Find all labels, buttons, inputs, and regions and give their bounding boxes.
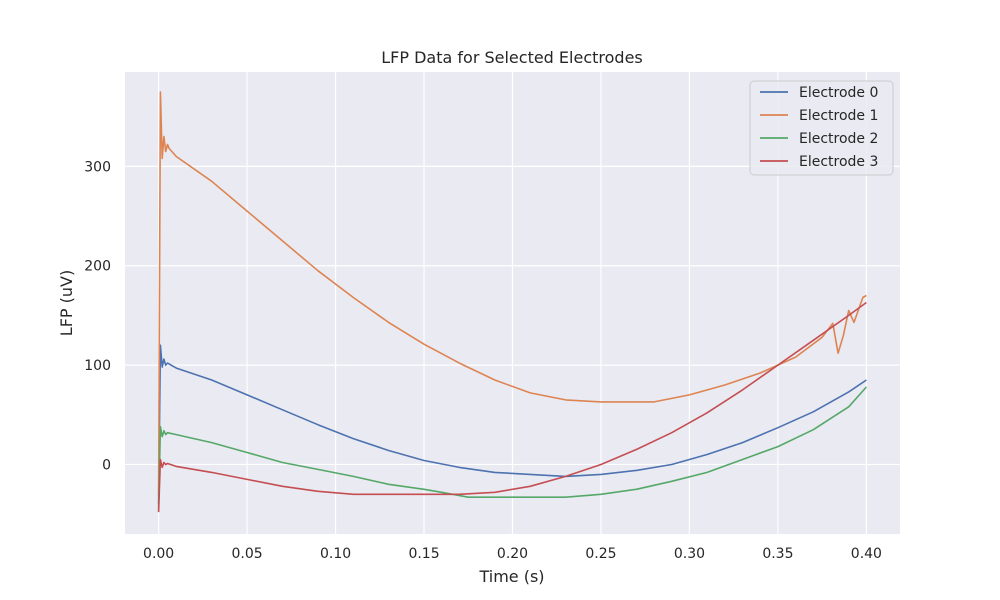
- x-axis-label: Time (s): [478, 567, 544, 586]
- series-line-electrode-1: [157, 91, 867, 495]
- series-line-electrode-2: [157, 386, 867, 510]
- x-tick-label: 0.05: [232, 546, 263, 562]
- series-line-electrode-0: [157, 344, 867, 505]
- x-tick-label: 0.15: [408, 546, 439, 562]
- legend-label: Electrode 2: [799, 131, 878, 147]
- x-tick-label: 0.35: [762, 546, 793, 562]
- x-tick-label: 0.10: [320, 546, 351, 562]
- gridlines: [125, 72, 900, 534]
- x-tick-label: 0.25: [585, 546, 616, 562]
- series-layer: [157, 91, 867, 513]
- x-tick-label: 0.30: [674, 546, 705, 562]
- legend-frame: [749, 80, 894, 176]
- legend-label: Electrode 0: [799, 85, 878, 101]
- series-line-electrode-3: [157, 301, 867, 513]
- x-tick-label: 0.20: [497, 546, 528, 562]
- legend-label: Electrode 1: [799, 108, 878, 124]
- y-axis-label: LFP (uV): [57, 270, 76, 336]
- y-tick-label: 100: [84, 358, 111, 374]
- chart-title: LFP Data for Selected Electrodes: [381, 48, 643, 67]
- y-tick-label: 200: [84, 259, 111, 275]
- y-tick-label: 300: [84, 159, 111, 175]
- y-tick-label: 0: [102, 457, 111, 473]
- x-tick-label: 0.40: [851, 546, 882, 562]
- x-tick-label: 0.00: [143, 546, 174, 562]
- legend: Electrode 0 Electrode 1 Electrode 2 Electro…: [749, 80, 894, 176]
- y-axis-ticks: 0 100 200 300: [84, 159, 111, 473]
- legend-label: Electrode 3: [799, 154, 878, 170]
- x-axis-ticks: 0.00 0.05 0.10 0.15 0.20 0.25 0.30 0.35 0.40: [143, 546, 882, 562]
